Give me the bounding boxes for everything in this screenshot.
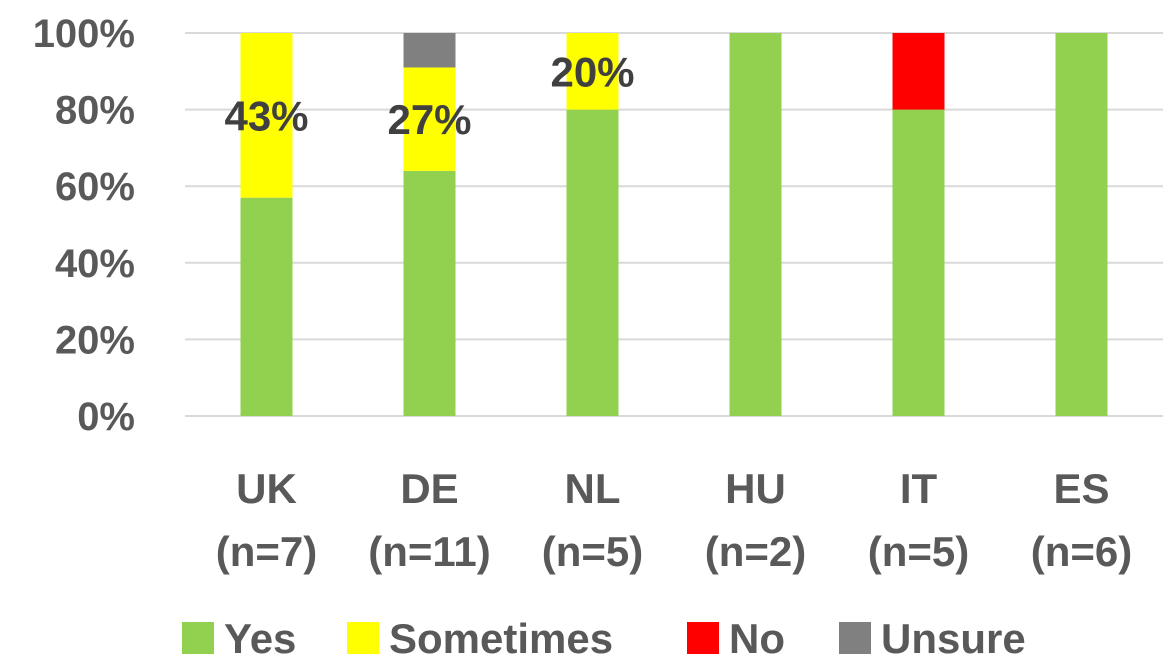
bar-it-no — [892, 33, 945, 110]
y-tick-label: 20% — [55, 318, 135, 362]
category-count-label: (n=5) — [542, 528, 644, 575]
bar-nl-sometimes — [566, 33, 619, 110]
gridlines — [185, 32, 1163, 417]
bar-de-sometimes — [403, 67, 456, 171]
legend-swatch — [687, 622, 719, 654]
y-axis-ticks: 0% 20% 40% 60% 80% 100% — [33, 12, 135, 439]
legend-swatch — [182, 622, 214, 654]
category-count-label: (n=2) — [705, 528, 807, 575]
y-tick-label: 100% — [33, 12, 135, 56]
bar-uk-sometimes — [240, 33, 293, 198]
data-labels: 43% 27% 20% — [224, 48, 634, 143]
data-label-nl: 20% — [550, 48, 634, 95]
category-label: DE — [400, 465, 458, 512]
bar-hu-yes — [729, 33, 782, 416]
legend-item-sometimes: Sometimes — [347, 615, 613, 656]
category-count-label: (n=5) — [868, 528, 970, 575]
category-label: IT — [900, 465, 938, 512]
bar-de-yes — [403, 170, 456, 416]
legend-swatch — [347, 622, 379, 654]
category-label: NL — [565, 465, 621, 512]
bar-uk-yes — [240, 197, 293, 416]
legend-item-unsure: Unsure — [839, 615, 1026, 656]
bar-es-yes — [1055, 33, 1108, 416]
x-axis-categories: UK (n=7) DE (n=11) NL (n=5) HU (n=2) IT (n=5) ES (n… — [216, 465, 1133, 575]
category-count-label: (n=11) — [368, 528, 491, 575]
bar-nl-yes — [566, 109, 619, 416]
y-tick-label: 0% — [77, 395, 135, 439]
legend-label: Yes — [224, 615, 296, 656]
y-tick-label: 40% — [55, 242, 135, 286]
legend-label: No — [729, 615, 785, 656]
category-label: HU — [725, 465, 786, 512]
legend-label: Unsure — [881, 615, 1026, 656]
legend-item-yes: Yes — [182, 615, 296, 656]
legend-item-no: No — [687, 615, 785, 656]
data-label-de: 27% — [387, 96, 471, 143]
legend-label: Sometimes — [389, 615, 613, 656]
category-count-label: (n=6) — [1031, 528, 1133, 575]
bar-de-unsure — [403, 33, 456, 68]
y-tick-label: 80% — [55, 89, 135, 133]
data-label-uk: 43% — [224, 92, 308, 139]
legend-swatch — [839, 622, 871, 654]
y-tick-label: 60% — [55, 165, 135, 209]
legend: Yes Sometimes No Unsure — [182, 615, 1026, 656]
bars — [240, 33, 1108, 416]
bar-it-yes — [892, 109, 945, 416]
category-label: UK — [236, 465, 297, 512]
category-label: ES — [1053, 465, 1109, 512]
category-count-label: (n=7) — [216, 528, 318, 575]
